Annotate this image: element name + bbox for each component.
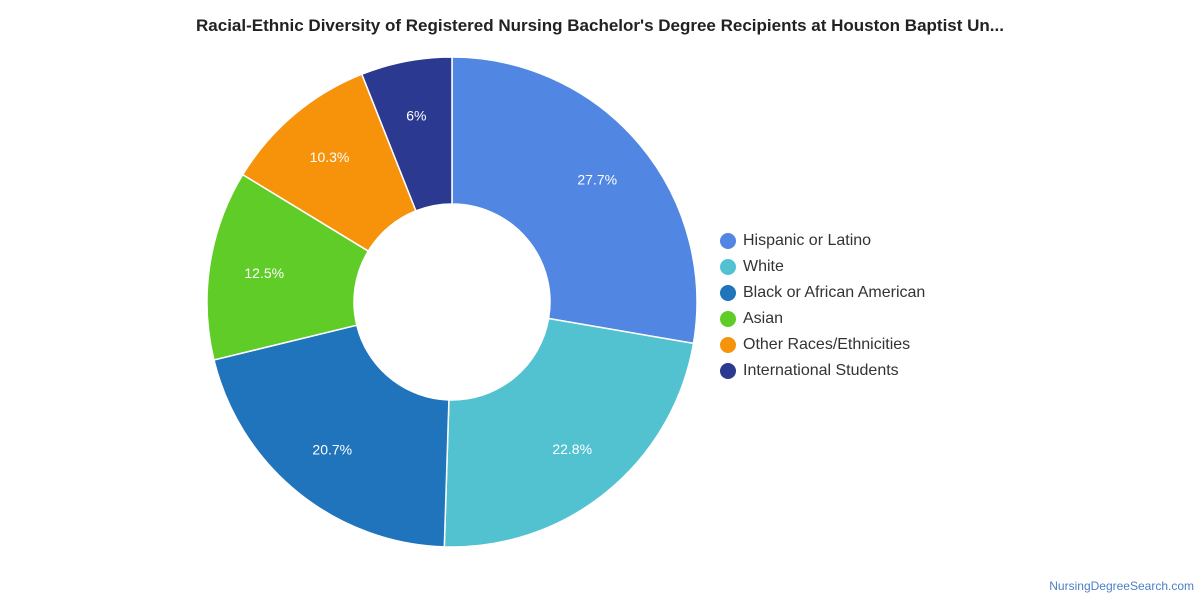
legend-swatch-icon xyxy=(720,285,736,301)
legend-swatch-icon xyxy=(720,233,736,249)
slice-black-or-african-american[interactable] xyxy=(213,324,450,548)
legend-swatch-icon xyxy=(720,311,736,327)
slice-label: 10.3% xyxy=(310,149,350,165)
legend-label: International Students xyxy=(743,362,899,379)
legend-label: Other Races/Ethnicities xyxy=(743,336,911,353)
slice-label: 6% xyxy=(406,107,426,123)
legend-item[interactable]: Other Races/Ethnicities xyxy=(720,332,925,358)
legend-item[interactable]: White xyxy=(720,254,925,280)
legend-swatch-icon xyxy=(720,337,736,353)
legend-swatch-icon xyxy=(720,363,736,379)
chart-legend: Hispanic or Latino White Black or African … xyxy=(720,228,925,384)
slice-label: 27.7% xyxy=(577,172,617,188)
legend-label: White xyxy=(743,258,784,275)
slice-label: 22.8% xyxy=(552,441,592,457)
slice-hispanic-or-latino[interactable] xyxy=(451,56,698,345)
slice-label: 12.5% xyxy=(244,265,284,281)
slice-white[interactable] xyxy=(443,317,695,548)
slice-international-students[interactable] xyxy=(360,56,453,212)
legend-label: Hispanic or Latino xyxy=(743,232,872,249)
legend-item[interactable]: Asian xyxy=(720,306,925,332)
legend-item[interactable]: Hispanic or Latino xyxy=(720,228,925,254)
slice-label: 20.7% xyxy=(312,442,352,458)
source-link[interactable]: NursingDegreeSearch.com xyxy=(1049,579,1194,593)
legend-item[interactable]: Black or African American xyxy=(720,280,925,306)
legend-label: Asian xyxy=(743,310,784,327)
legend-label: Black or African American xyxy=(743,284,926,301)
slice-other-races-ethnicities[interactable] xyxy=(241,73,417,253)
slice-asian[interactable] xyxy=(206,173,370,361)
legend-swatch-icon xyxy=(720,259,736,275)
legend-item[interactable]: International Students xyxy=(720,358,925,384)
chart-title: Racial-Ethnic Diversity of Registered Nu… xyxy=(196,16,1004,35)
